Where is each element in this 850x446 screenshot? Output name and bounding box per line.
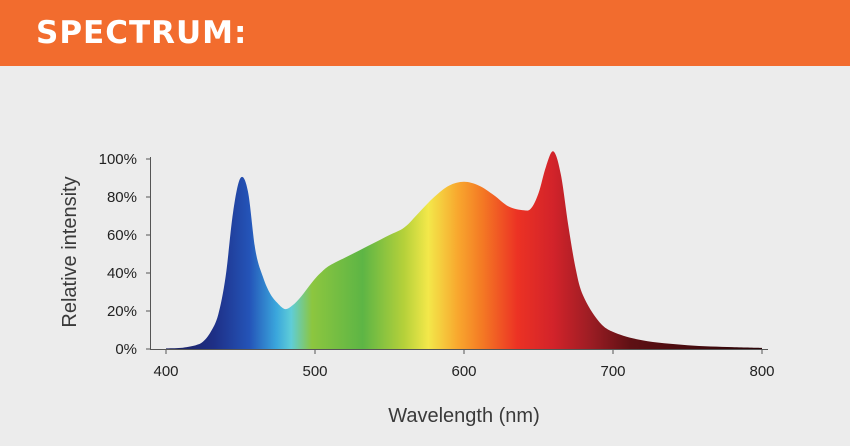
spectrum-area	[166, 151, 762, 349]
x-axis-title: Wavelength (nm)	[388, 405, 540, 427]
chart-panel: 400 500 600 700 800 0% 20% 40% 60% 80% 100% Wavel…	[0, 66, 850, 446]
y-tick-label: 40%	[107, 265, 137, 282]
x-tick-label: 400	[153, 363, 178, 380]
y-tick-label: 20%	[107, 303, 137, 320]
x-tick-label: 500	[302, 363, 327, 380]
x-tick-label: 700	[600, 363, 625, 380]
y-tick-label: 100%	[99, 151, 137, 168]
page-title: SPECTRUM:	[36, 15, 248, 51]
axes-layer	[150, 157, 768, 350]
y-ticks: 0% 20% 40% 60% 80% 100%	[99, 151, 151, 358]
y-tick-label: 0%	[115, 341, 137, 358]
x-tick-label: 800	[749, 363, 774, 380]
x-tick-label: 600	[451, 363, 476, 380]
y-axis-title: Relative intensity	[59, 176, 81, 327]
x-ticks: 400 500 600 700 800	[153, 349, 775, 380]
spectrum-area-layer	[166, 151, 762, 349]
header-banner: SPECTRUM:	[0, 0, 850, 66]
y-tick-label: 80%	[107, 189, 137, 206]
spectrum-chart: 400 500 600 700 800 0% 20% 40% 60% 80% 100% Wavel…	[59, 151, 775, 427]
y-tick-label: 60%	[107, 227, 137, 244]
